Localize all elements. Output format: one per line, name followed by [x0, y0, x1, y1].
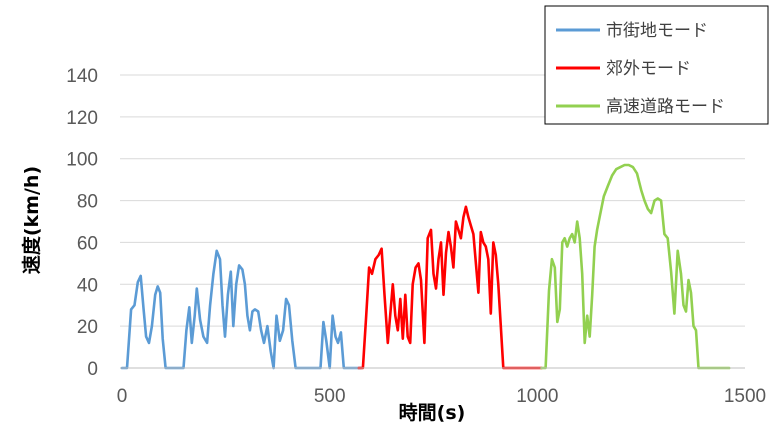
y-tick-100: 100 — [66, 150, 98, 171]
y-tick-80: 80 — [77, 192, 98, 213]
y-tick-140: 140 — [66, 66, 98, 87]
x-tick-500: 500 — [314, 386, 346, 407]
series-line-3 — [540, 163, 731, 370]
legend-label-1: 市街地モード — [606, 21, 708, 41]
x-axis-title: 時間(s) — [399, 402, 466, 424]
x-tick-labels: 0 500 1000 1500 — [117, 386, 766, 407]
y-tick-0: 0 — [87, 359, 98, 380]
y-axis-title: 速度(km/h) — [20, 166, 43, 274]
legend-label-2: 郊外モード — [606, 59, 691, 79]
legend-label-3: 高速道路モード — [606, 97, 725, 117]
series-line-1 — [120, 249, 363, 370]
x-tick-1000: 1000 — [516, 386, 558, 407]
y-tick-120: 120 — [66, 108, 98, 129]
x-tick-1500: 1500 — [724, 386, 766, 407]
x-tick-0: 0 — [117, 386, 128, 407]
series-line-2 — [357, 205, 543, 370]
y-tick-20: 20 — [77, 317, 98, 338]
legend-box — [544, 5, 769, 125]
y-tick-60: 60 — [77, 233, 98, 254]
y-tick-40: 40 — [77, 275, 98, 296]
y-tick-labels: 0 20 40 60 80 100 120 140 — [66, 66, 98, 380]
series-lines — [120, 163, 731, 370]
